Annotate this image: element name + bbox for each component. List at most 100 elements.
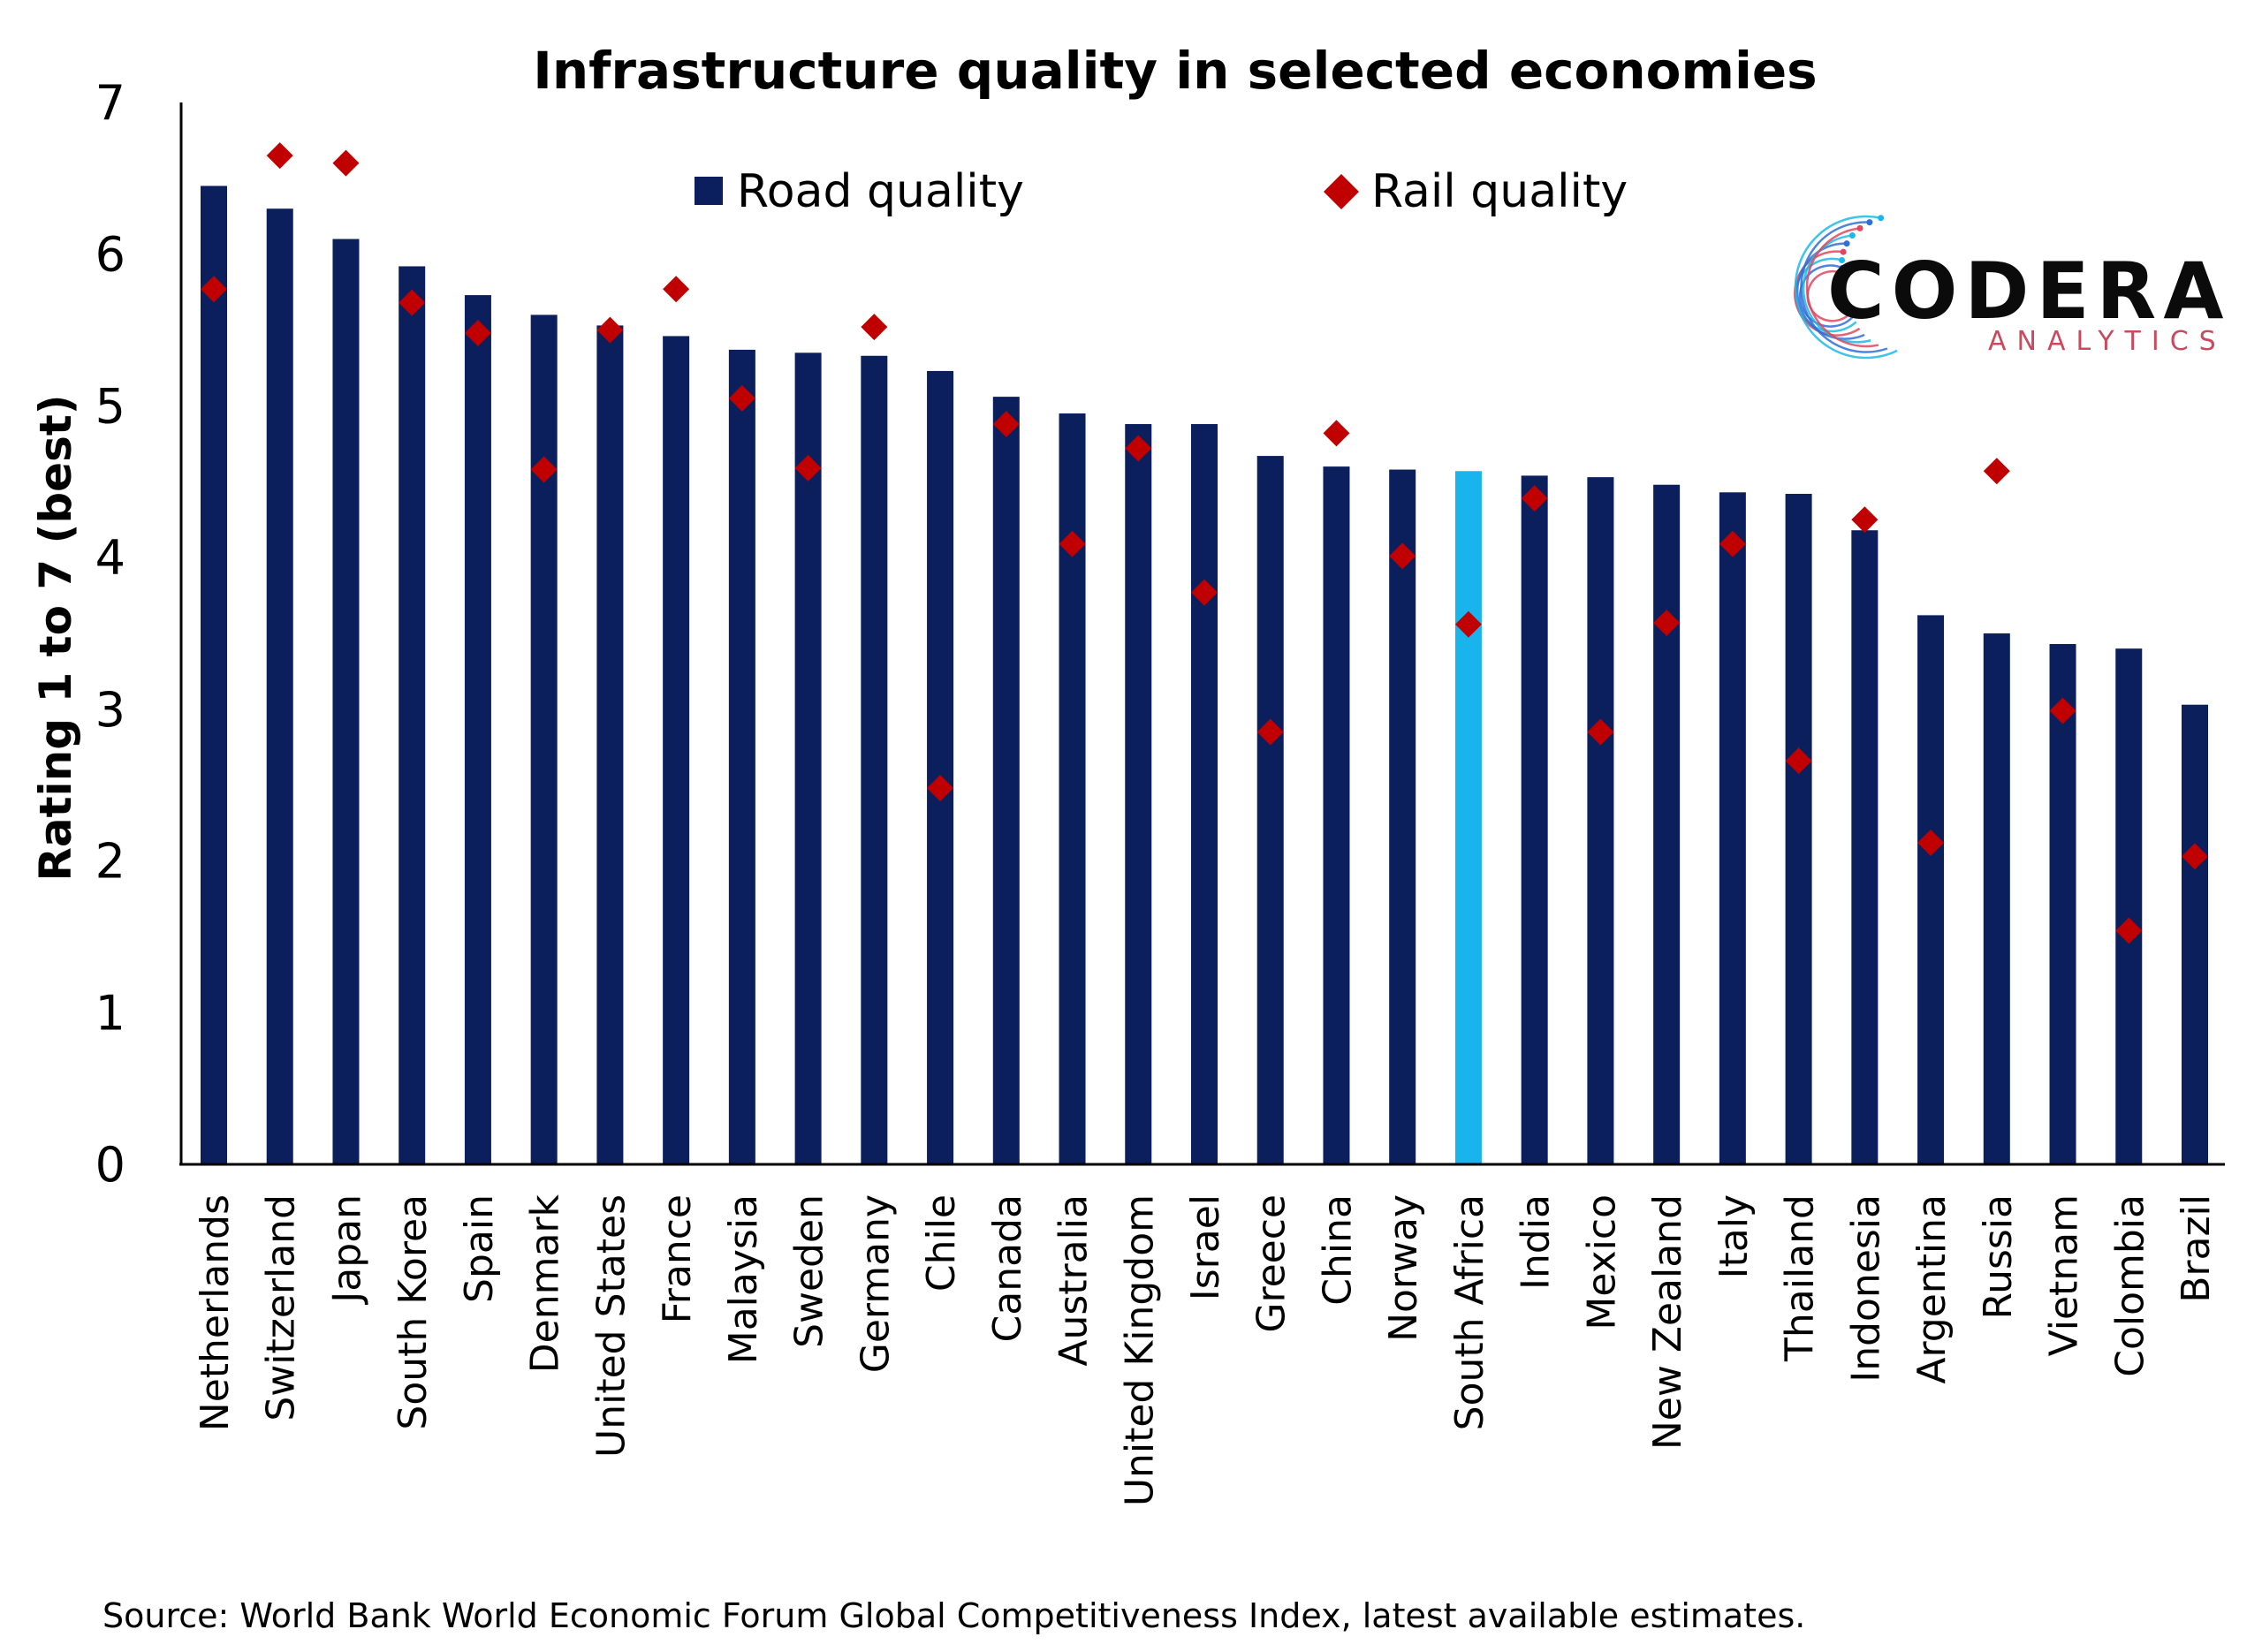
road-quality-bar: [1521, 475, 1548, 1164]
rail-quality-marker: [927, 775, 954, 802]
axes: [179, 102, 2225, 1166]
x-tick-label: South Korea: [391, 1194, 436, 1430]
road-quality-bar: [1191, 424, 1218, 1164]
x-tick-label: Russia: [1976, 1194, 2021, 1320]
codera-logo-mark-icon: [1793, 215, 1898, 360]
road-quality-bar: [1983, 633, 2010, 1164]
road-quality-bar: [1719, 492, 1746, 1164]
road-quality-bar: [1125, 424, 1152, 1164]
rail-quality-marker: [1389, 542, 1416, 570]
legend: Road quality Rail quality: [695, 165, 1628, 218]
rail-quality-marker: [663, 276, 690, 303]
legend-road-label: Road quality: [737, 165, 1024, 218]
y-tick-label: 6: [95, 227, 125, 283]
x-tick-label: China: [1315, 1194, 1360, 1306]
road-quality-bar: [201, 186, 227, 1164]
road-quality-bar: [2115, 648, 2143, 1164]
rail-quality-marker: [1454, 610, 1482, 638]
legend-road-swatch: [695, 177, 723, 205]
road-quality-bar: [1059, 413, 1086, 1164]
rail-quality-marker: [2115, 917, 2143, 944]
rail-quality-marker: [861, 314, 888, 341]
road-quality-bar: [266, 208, 293, 1165]
x-axis-tick-labels: Netherlands Switzerland Japan South Korea Sp…: [193, 1194, 2219, 1506]
logo-arc: [1793, 250, 1861, 337]
road-quality-bar: [1785, 494, 1812, 1164]
road-quality-bar: [596, 325, 624, 1164]
rail-quality-marker: [201, 276, 227, 303]
rail-quality-marker: [399, 289, 426, 316]
logo-arc: [1802, 234, 1871, 344]
x-tick-label: Chile: [919, 1194, 964, 1292]
source-note: Source: World Bank World Economic Forum …: [102, 1596, 1805, 1635]
road-quality-bar: [794, 352, 822, 1164]
logo-dot: [1840, 248, 1847, 255]
y-tick-label: 2: [95, 834, 125, 890]
rail-quality-marker: [1653, 609, 1681, 636]
rail-quality-marker: [1719, 530, 1746, 557]
x-tick-label: India: [1514, 1194, 1559, 1290]
y-tick-label: 4: [95, 530, 125, 586]
rail-quality-markers: [201, 142, 2208, 944]
logo-dot: [1839, 257, 1846, 264]
x-tick-label: France: [655, 1194, 700, 1323]
road-quality-bar: [1653, 484, 1681, 1164]
x-tick-label: United Kingdom: [1117, 1194, 1162, 1506]
road-quality-bar: [663, 336, 690, 1164]
rail-quality-marker: [728, 384, 755, 412]
logo-dot: [1843, 240, 1850, 247]
rail-quality-marker: [1785, 747, 1812, 775]
road-quality-bar: [728, 349, 755, 1164]
road-quality-bar: [332, 239, 360, 1164]
road-quality-bar: [399, 266, 426, 1164]
rail-quality-marker: [992, 411, 1020, 438]
rail-quality-marker: [1191, 579, 1218, 606]
rail-quality-marker: [332, 149, 360, 177]
x-tick-label: New Zealand: [1645, 1194, 1690, 1450]
x-tick-label: Israel: [1183, 1194, 1228, 1300]
rail-quality-marker: [530, 456, 558, 483]
y-tick-label: 3: [95, 682, 125, 738]
y-tick-label: 1: [95, 985, 125, 1041]
road-quality-bar: [2049, 644, 2076, 1164]
road-quality-bar: [530, 314, 558, 1164]
chart-title: Infrastructure quality in selected econo…: [533, 41, 1817, 101]
x-tick-label: Vietnam: [2042, 1194, 2087, 1356]
rail-quality-marker: [1256, 718, 1284, 746]
x-tick-label: Canada: [985, 1194, 1030, 1342]
road-quality-bar: [927, 370, 954, 1164]
logo-dot: [1848, 232, 1856, 239]
x-tick-label: Japan: [324, 1194, 369, 1306]
x-tick-label: Sweden: [787, 1194, 832, 1348]
road-quality-bar: [464, 295, 491, 1164]
road-quality-bar: [1851, 530, 1879, 1164]
logo-dot: [1856, 224, 1863, 231]
road-quality-bar: [1389, 469, 1416, 1164]
rail-quality-marker: [266, 142, 293, 170]
logo-arc: [1794, 215, 1898, 360]
x-tick-label: Netherlands: [193, 1194, 238, 1431]
x-tick-label: Germany: [853, 1194, 898, 1373]
rail-quality-marker: [1521, 485, 1548, 512]
logo-arc: [1805, 227, 1879, 348]
logo-arc: [1798, 264, 1856, 328]
x-tick-label: Malaysia: [721, 1194, 766, 1364]
logo-dot: [1839, 264, 1846, 271]
x-tick-label: Brazil: [2174, 1194, 2219, 1303]
logo-tagline: ANALYTICS: [1988, 326, 2227, 357]
logo-dot: [1878, 215, 1885, 222]
x-tick-label: Indonesia: [1843, 1194, 1888, 1383]
road-quality-bar: [992, 397, 1020, 1164]
logo-dot: [1866, 219, 1873, 226]
x-tick-label: Colombia: [2107, 1194, 2152, 1377]
rail-quality-marker: [2182, 843, 2208, 870]
x-tick-label: Australia: [1051, 1194, 1097, 1367]
rail-quality-marker: [1323, 420, 1350, 447]
x-tick-label: Norway: [1381, 1194, 1426, 1342]
rail-quality-marker: [2049, 697, 2076, 724]
rail-quality-marker: [596, 316, 624, 344]
rail-quality-marker: [794, 454, 822, 481]
road-quality-bar: [2182, 704, 2208, 1164]
x-tick-label: Argentina: [1909, 1194, 1955, 1384]
